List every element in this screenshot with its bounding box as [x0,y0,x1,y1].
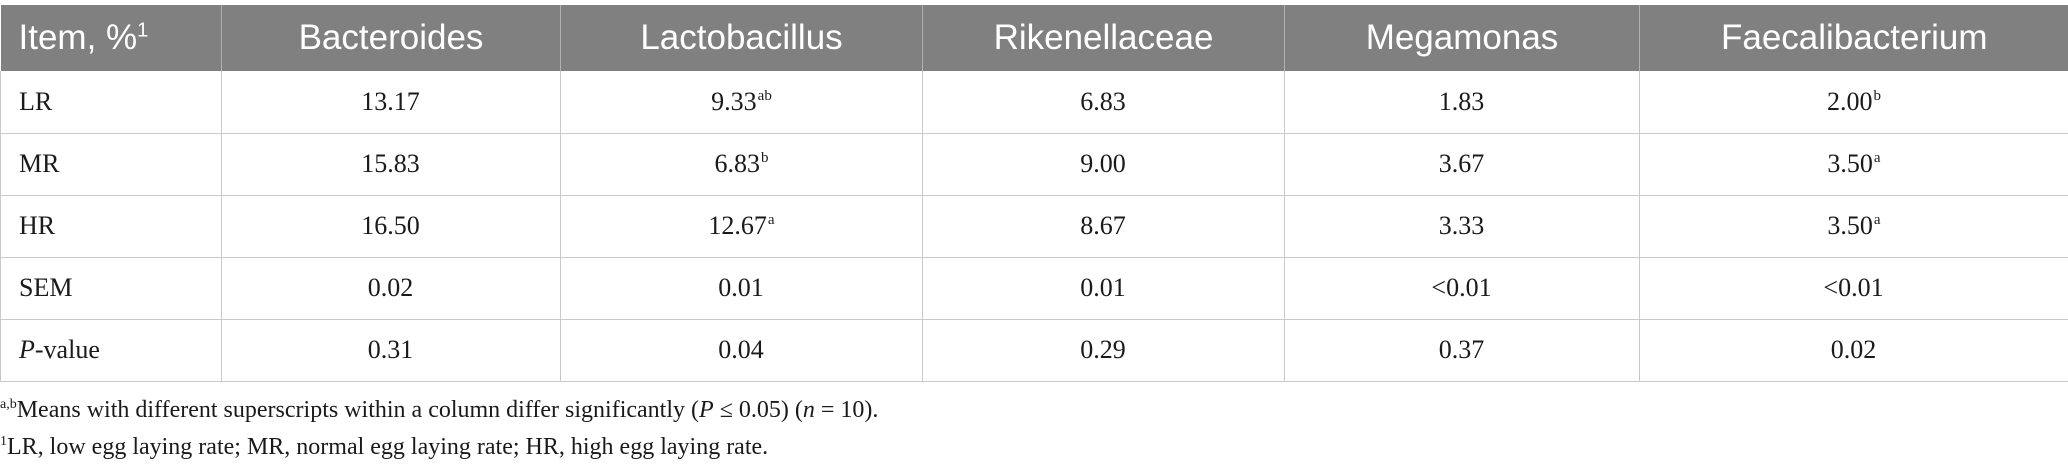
table-cell: 0.02 [221,257,561,320]
row-label: HR [0,195,222,258]
table-cell: 13.17 [221,71,561,134]
table-cell: <0.01 [1284,257,1640,320]
table-cell: 3.33 [1284,195,1640,258]
header-item-label: Item, % [18,18,138,57]
header-item-footnote-mark: 1 [137,19,149,42]
header-item: Item, %1 [0,5,222,71]
table-cell: 3.50a [1639,133,2068,196]
table-cell: 0.01 [922,257,1285,320]
table-row: SEM 0.02 0.01 0.01 <0.01 <0.01 [0,257,2068,320]
table-row: LR 13.17 9.33ab 6.83 1.83 2.00b [0,71,2068,134]
header-bacteroides: Bacteroides [221,5,561,71]
table-header-row: Item, %1 Bacteroides Lactobacillus Riken… [0,5,2068,71]
table-cell: 0.02 [1639,319,2068,382]
table-cell: 3.50a [1639,195,2068,258]
table-cell: 0.31 [221,319,561,382]
table-cell: 3.67 [1284,133,1640,196]
footnote-significance: a,bMeans with different superscripts wit… [0,397,879,423]
data-table: Item, %1 Bacteroides Lactobacillus Riken… [0,5,2068,382]
header-rikenellaceae: Rikenellaceae [922,5,1285,71]
table-footnotes: a,bMeans with different superscripts wit… [0,392,2068,466]
row-label: MR [0,133,222,196]
header-lactobacillus: Lactobacillus [560,5,923,71]
row-label: LR [0,71,222,134]
table-cell: 0.01 [560,257,923,320]
table-cell: 9.00 [922,133,1285,196]
table-cell: 16.50 [221,195,561,258]
table-cell: 15.83 [221,133,561,196]
table-row: MR 15.83 6.83b 9.00 3.67 3.50a [0,133,2068,196]
table-cell: 9.33ab [560,71,923,134]
table-cell: 0.04 [560,319,923,382]
table-cell: 2.00b [1639,71,2068,134]
table-cell: 1.83 [1284,71,1640,134]
table-cell: 6.83b [560,133,923,196]
row-label: SEM [0,257,222,320]
table-cell: 0.37 [1284,319,1640,382]
row-label: P-value [0,319,222,382]
table-cell: 0.29 [922,319,1285,382]
table-cell: 6.83 [922,71,1285,134]
table-row: HR 16.50 12.67a 8.67 3.33 3.50a [0,195,2068,258]
table-cell: 12.67a [560,195,923,258]
table-row: P-value 0.31 0.04 0.29 0.37 0.02 [0,319,2068,382]
header-faecalibacterium: Faecalibacterium [1721,18,1988,57]
header-megamonas: Megamonas [1284,5,1640,71]
footnote-abbreviations: 1LR, low egg laying rate; MR, normal egg… [0,434,769,460]
table-cell: 8.67 [922,195,1285,258]
table-cell: <0.01 [1639,257,2068,320]
